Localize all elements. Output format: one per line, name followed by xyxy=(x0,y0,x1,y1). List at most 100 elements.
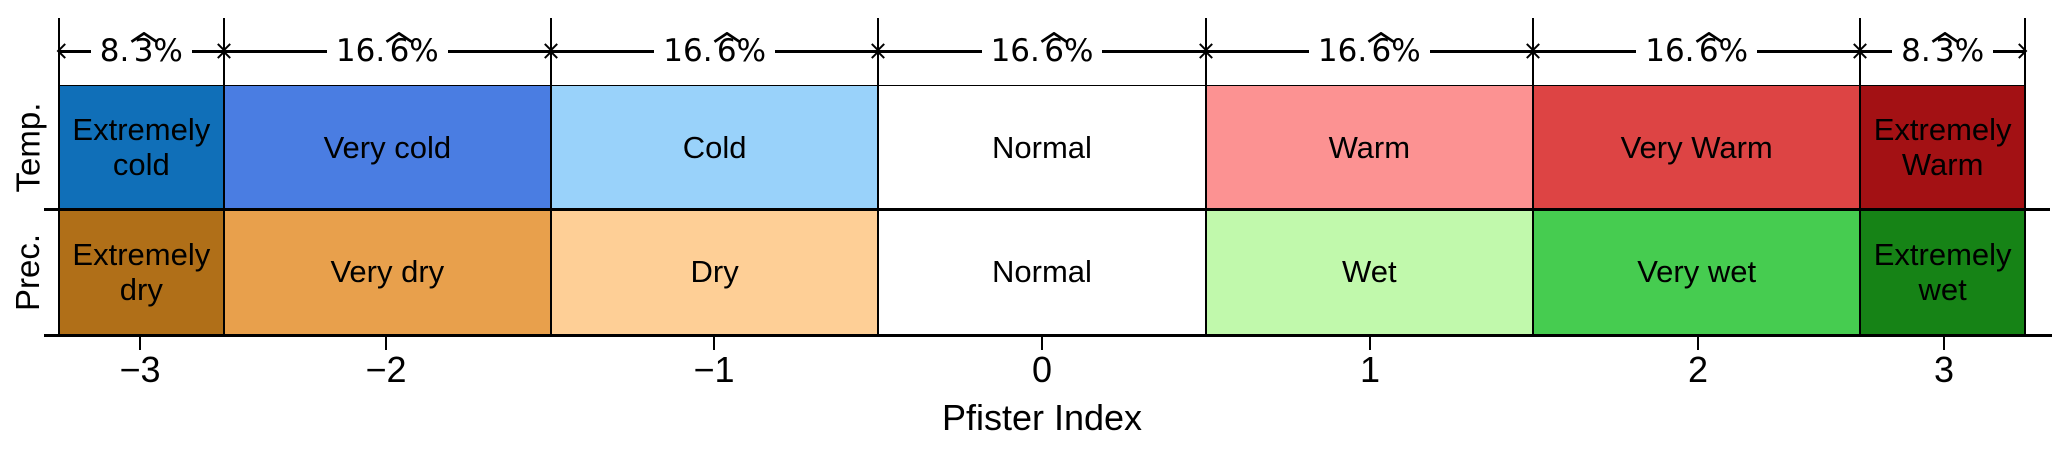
prec-cell-wet: Wet xyxy=(1206,210,1532,335)
x-axis-title: Pfister Index xyxy=(941,397,1143,438)
arrowhead-left-icon xyxy=(56,43,73,60)
class-width-percent: 16. 6% xyxy=(1530,18,1863,85)
repeating-decimal-hat-icon xyxy=(386,31,413,43)
percent-text: 8. 3% xyxy=(91,31,192,69)
percent-pre: 16. xyxy=(1645,33,1695,69)
arrowhead-left-icon xyxy=(1530,43,1547,60)
range-arrow-line xyxy=(1102,43,1208,60)
range-arrow-line xyxy=(56,43,91,60)
tick-mark xyxy=(1368,336,1372,350)
percent-post: % xyxy=(736,33,767,69)
row-label-temp-text: Temp. xyxy=(9,102,47,193)
cell-label: Dry xyxy=(690,254,739,290)
tick-mark xyxy=(138,336,142,350)
arrowhead-left-icon xyxy=(1203,43,1219,60)
arrowhead-right-icon xyxy=(2011,43,2028,60)
percent-pre: 16. xyxy=(990,33,1040,69)
range-arrow-line xyxy=(447,43,554,60)
percent-pre: 8. xyxy=(99,33,130,69)
repeating-decimal-hat-icon xyxy=(713,31,741,43)
class-width-percent: 8. 3% xyxy=(56,18,226,85)
percent-hat-digit: 3 xyxy=(133,33,154,69)
row-label-prec: Prec. xyxy=(0,210,56,335)
repeating-digit: 6 xyxy=(1368,31,1395,67)
cell-label: Very Warm xyxy=(1620,129,1773,165)
prec-cell-dry: Dry xyxy=(552,210,878,335)
arrowhead-left-icon xyxy=(1858,43,1874,60)
cell-label: Normal xyxy=(992,129,1092,165)
x-tick: 3 xyxy=(1862,336,2026,390)
class-width-percent: 16. 6% xyxy=(548,18,881,85)
tick-mark xyxy=(712,336,716,350)
cell-label: Extremely cold xyxy=(72,112,211,182)
tick-mark xyxy=(1696,336,1700,350)
temp-cell-very-cold: Very cold xyxy=(224,85,550,210)
cell-label: Very wet xyxy=(1637,254,1757,290)
prec-cell-very-wet: Very wet xyxy=(1533,210,1860,335)
pfister-column-0: 16. 6% Normal Normal xyxy=(876,18,1208,335)
prec-cell-extremely-dry: Extremely dry xyxy=(60,210,223,335)
prec-cell-extremely-wet: Extremely wet xyxy=(1861,210,2024,335)
x-tick: −3 xyxy=(58,336,222,390)
percent-post: % xyxy=(409,33,439,69)
percent-post: % xyxy=(153,33,183,69)
range-arrow-line xyxy=(1858,43,1893,60)
repeating-decimal-hat-icon xyxy=(1040,31,1068,43)
range-arrow-line xyxy=(1757,43,1863,60)
percent-text: 16. 6% xyxy=(327,31,448,69)
repeating-decimal-hat-icon xyxy=(1368,31,1395,43)
cell-label: Cold xyxy=(682,129,747,165)
cell-label: Extremely dry xyxy=(72,236,211,307)
cell-label: Extremely Warm xyxy=(1873,112,2012,182)
class-columns: 8. 3% Extremely cold Extremely dry 16. 6% … xyxy=(56,18,2028,335)
range-arrow-line xyxy=(1530,43,1637,60)
tick-mark xyxy=(1942,336,1946,350)
arrowhead-left-icon xyxy=(221,43,237,60)
percent-text: 16. 6% xyxy=(1636,31,1757,69)
percent-text: 16. 6% xyxy=(1309,31,1430,69)
x-tick-label: −3 xyxy=(119,348,161,390)
percent-text: 16. 6% xyxy=(982,31,1103,69)
class-width-percent: 16. 6% xyxy=(1203,18,1536,85)
percent-post: % xyxy=(1391,33,1421,69)
repeating-digit: 6 xyxy=(713,31,741,69)
x-tick-label: 3 xyxy=(1933,348,1955,390)
x-tick: 0 xyxy=(878,336,1206,390)
cell-label: Normal xyxy=(992,254,1092,290)
temp-cell-extremely-cold: Extremely cold xyxy=(60,85,223,210)
cell-label: Warm xyxy=(1328,129,1411,165)
percent-hat-digit: 3 xyxy=(1935,33,1955,69)
x-tick-label: 0 xyxy=(1031,348,1053,390)
range-arrow-line xyxy=(191,43,226,60)
range-arrow-line xyxy=(876,43,982,60)
repeating-decimal-hat-icon xyxy=(1695,31,1723,43)
percent-hat-digit: 6 xyxy=(1698,33,1719,69)
range-arrow-line xyxy=(775,43,881,60)
arrowhead-left-icon xyxy=(876,43,892,60)
range-arrow-line xyxy=(1203,43,1309,60)
x-tick: −1 xyxy=(550,336,878,388)
repeating-decimal-hat-icon xyxy=(1931,31,1959,43)
cell-label: Very cold xyxy=(323,129,452,165)
percent-post: % xyxy=(1063,33,1094,69)
repeating-decimal-hat-icon xyxy=(130,31,157,43)
prec-cell-very-dry: Very dry xyxy=(224,210,550,335)
percent-pre: 16. xyxy=(335,33,386,69)
temp-cell-extremely-warm: Extremely Warm xyxy=(1861,85,2024,210)
pfister-column--1: 16. 6% Cold Dry xyxy=(548,18,881,335)
percent-pre: 16. xyxy=(1317,33,1368,69)
x-tick: 2 xyxy=(1534,336,1862,390)
pfister-column-3: 8. 3% Extremely Warm Extremely wet xyxy=(1858,18,2028,335)
repeating-digit: 6 xyxy=(386,31,413,67)
percent-text: 16. 6% xyxy=(654,31,775,69)
x-tick: −2 xyxy=(222,336,550,390)
temp-cell-normal: Normal xyxy=(879,85,1205,210)
x-tick-label: 2 xyxy=(1687,348,1709,390)
percent-hat-digit: 6 xyxy=(716,33,737,69)
row-label-prec-text: Prec. xyxy=(9,233,47,312)
range-arrow-line xyxy=(548,43,655,60)
percent-pre: 16. xyxy=(663,33,713,69)
x-tick-label: −2 xyxy=(365,348,407,390)
percent-post: % xyxy=(1718,33,1749,69)
